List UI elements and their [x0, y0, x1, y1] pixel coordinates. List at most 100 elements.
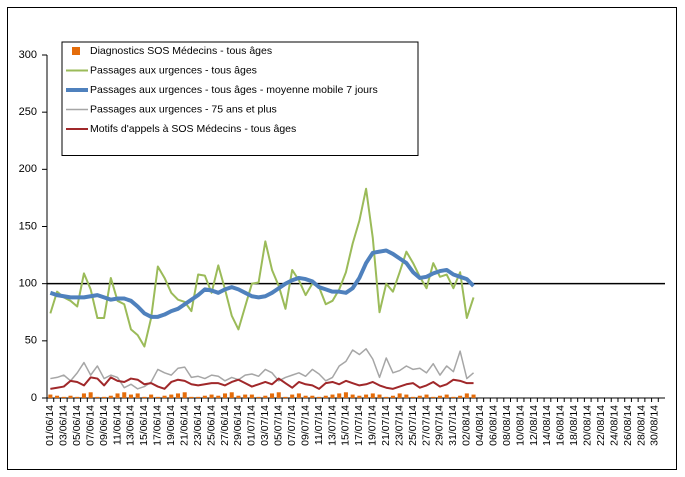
bar — [149, 394, 154, 398]
bar — [169, 394, 174, 398]
bar — [417, 395, 422, 398]
bar — [444, 394, 449, 398]
bar — [48, 394, 53, 398]
bar — [377, 394, 382, 398]
x-tick-label: 09/07/14 — [299, 405, 311, 446]
x-tick-label: 12/08/14 — [528, 405, 540, 446]
series-line — [49, 248, 475, 319]
y-tick-label: 100 — [19, 278, 37, 290]
x-tick-label: 04/08/14 — [474, 405, 486, 446]
bar — [55, 395, 60, 398]
x-tick-label: 15/07/14 — [340, 405, 352, 446]
bar — [142, 396, 147, 398]
bar — [296, 393, 301, 398]
bar — [75, 396, 80, 398]
x-tick-label: 03/07/14 — [259, 405, 271, 446]
bar — [263, 395, 268, 398]
y-tick-label: 0 — [31, 392, 37, 404]
bar — [471, 394, 476, 398]
x-tick-label: 22/08/14 — [595, 405, 607, 446]
x-tick-label: 03/06/14 — [58, 405, 70, 446]
x-tick-label: 25/06/14 — [205, 405, 217, 446]
bar — [256, 396, 261, 398]
x-tick-label: 24/08/14 — [608, 405, 620, 446]
bar — [229, 392, 234, 398]
bar — [249, 394, 254, 398]
bar — [216, 395, 221, 398]
x-tick-label: 07/07/14 — [286, 405, 298, 446]
bar — [431, 396, 436, 398]
bar — [162, 395, 167, 398]
bar — [102, 396, 107, 398]
x-tick-label: 14/08/14 — [541, 405, 553, 446]
series-line — [50, 348, 475, 390]
bar — [189, 396, 194, 398]
bar — [390, 395, 395, 398]
x-tick-label: 15/06/14 — [138, 405, 150, 446]
bar — [370, 393, 375, 398]
x-tick-label: 10/08/14 — [514, 405, 526, 446]
bar — [384, 396, 389, 398]
bar — [283, 396, 288, 398]
x-tick-label: 19/07/14 — [367, 405, 379, 446]
bar — [317, 396, 322, 398]
x-tick-label: 23/06/14 — [192, 405, 204, 446]
x-tick-label: 18/08/14 — [568, 405, 580, 446]
x-tick-label: 09/06/14 — [98, 405, 110, 446]
x-tick-label: 20/08/14 — [582, 405, 594, 446]
legend-box — [61, 41, 419, 156]
x-tick-label: 16/08/14 — [555, 405, 567, 446]
bar — [135, 393, 140, 398]
bar — [68, 395, 73, 398]
x-tick-label: 27/07/14 — [420, 405, 432, 446]
bar — [122, 392, 127, 398]
y-tick-label: 250 — [19, 106, 37, 118]
y-tick-label: 300 — [19, 49, 37, 61]
bar — [115, 393, 120, 398]
bar — [202, 395, 207, 398]
x-tick-label: 06/08/14 — [487, 405, 499, 446]
bar — [108, 395, 113, 398]
x-tick-label: 11/07/14 — [313, 405, 325, 445]
bar — [128, 394, 133, 398]
x-tick-label: 02/08/14 — [461, 405, 473, 446]
x-tick-label: 29/07/14 — [434, 405, 446, 446]
bar — [424, 394, 429, 398]
x-tick-label: 05/07/14 — [273, 405, 285, 446]
bar — [222, 393, 228, 398]
x-tick-label: 19/06/14 — [165, 405, 177, 446]
x-tick-label: 17/06/14 — [152, 405, 164, 446]
bar — [175, 393, 181, 398]
x-tick-label: 26/08/14 — [622, 405, 634, 446]
x-tick-label: 29/06/14 — [232, 405, 244, 446]
bar — [290, 394, 295, 398]
x-tick-label: 30/08/14 — [649, 405, 661, 446]
bar — [243, 394, 248, 398]
x-tick-label: 21/06/14 — [178, 405, 190, 446]
bar — [451, 396, 456, 398]
x-tick-label: 21/07/14 — [380, 405, 392, 446]
bar — [196, 396, 201, 398]
bar — [303, 395, 308, 398]
bar — [397, 393, 402, 398]
legend-label: Diagnostics SOS Médecins - tous âges — [90, 45, 272, 57]
bar — [343, 392, 348, 398]
bar — [61, 396, 66, 398]
bar — [310, 395, 315, 398]
bar — [350, 394, 355, 398]
bar — [323, 395, 328, 398]
bar — [411, 396, 416, 398]
x-tick-label: 25/07/14 — [407, 405, 419, 446]
x-tick-label: 31/07/14 — [447, 405, 459, 446]
x-tick-label: 01/06/14 — [44, 405, 56, 446]
bar — [437, 395, 442, 398]
bar — [88, 392, 93, 398]
x-tick-label: 07/06/14 — [84, 405, 96, 446]
bar — [404, 394, 409, 398]
bar — [81, 393, 86, 398]
y-tick-label: 200 — [19, 163, 37, 175]
x-tick-label: 11/06/14 — [111, 405, 123, 445]
legend-swatch — [72, 47, 80, 55]
x-tick-label: 13/06/14 — [125, 405, 137, 446]
